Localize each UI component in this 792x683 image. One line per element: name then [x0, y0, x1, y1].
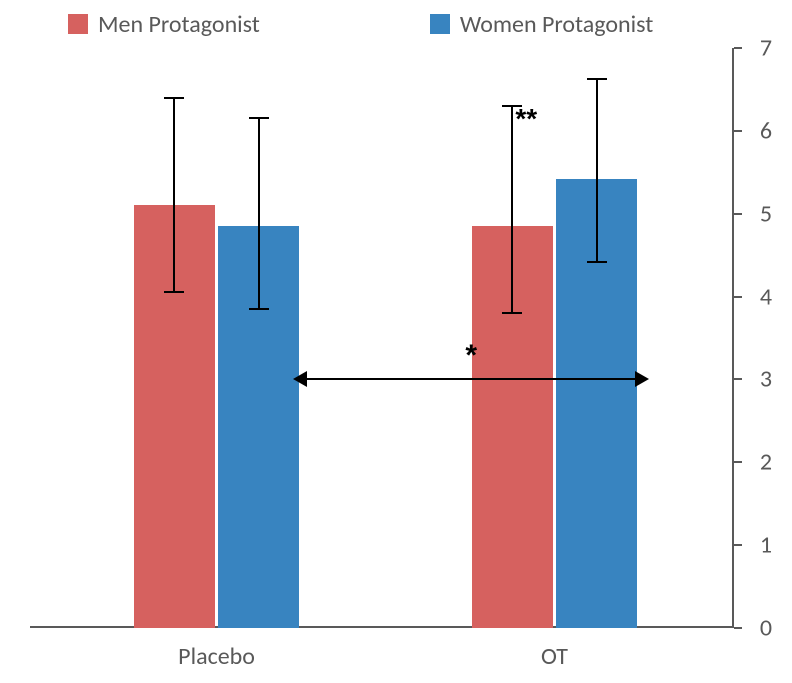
y-tick-label: 7 [760, 34, 772, 63]
sig-interaction: * [465, 339, 477, 373]
y-tick-label: 3 [760, 365, 772, 394]
errbar-ot-women [596, 79, 598, 261]
y-tick [734, 627, 742, 629]
errcap-top-ot-women [587, 78, 607, 80]
legend-label-men: Men Protagonist [98, 10, 260, 39]
legend-item-men: Men Protagonist [68, 10, 260, 39]
interaction-line [307, 378, 635, 380]
legend-label-women: Women Protagonist [460, 10, 654, 39]
errcap-bot-ot-men [502, 312, 522, 314]
y-tick-label: 2 [760, 448, 772, 477]
x-label-ot: OT [541, 642, 568, 671]
y-tick-label: 1 [760, 531, 772, 560]
sig-pair: ** [515, 103, 537, 135]
legend-swatch-men [68, 14, 88, 34]
errcap-bot-placebo-men [164, 291, 184, 293]
interaction-arrow-left [293, 371, 307, 387]
legend-swatch-women [430, 14, 450, 34]
y-tick-label: 5 [760, 199, 772, 228]
x-label-placebo: Placebo [178, 642, 255, 671]
plot-area: 01234567PlaceboOT*** [30, 48, 734, 628]
legend-item-women: Women Protagonist [430, 10, 654, 39]
interaction-arrow-right [635, 371, 649, 387]
y-tick [734, 544, 742, 546]
y-tick [734, 213, 742, 215]
y-tick [734, 47, 742, 49]
errbar-ot-men [511, 106, 513, 313]
y-tick-label: 0 [760, 614, 772, 643]
errcap-top-placebo-women [249, 117, 269, 119]
legend: Men Protagonist Women Protagonist [68, 8, 732, 40]
y-tick-label: 4 [760, 282, 772, 311]
y-tick-label: 6 [760, 116, 772, 145]
errcap-top-placebo-men [164, 97, 184, 99]
y-tick [734, 296, 742, 298]
errcap-bot-placebo-women [249, 308, 269, 310]
y-tick [734, 378, 742, 380]
chart-root: Men Protagonist Women Protagonist 0 1 2 3 4 5… [0, 0, 792, 683]
y-tick [734, 130, 742, 132]
errbar-placebo-men [173, 98, 175, 293]
y-tick [734, 461, 742, 463]
errbar-placebo-women [258, 118, 260, 309]
y-axis [732, 48, 734, 628]
errcap-bot-ot-women [587, 261, 607, 263]
